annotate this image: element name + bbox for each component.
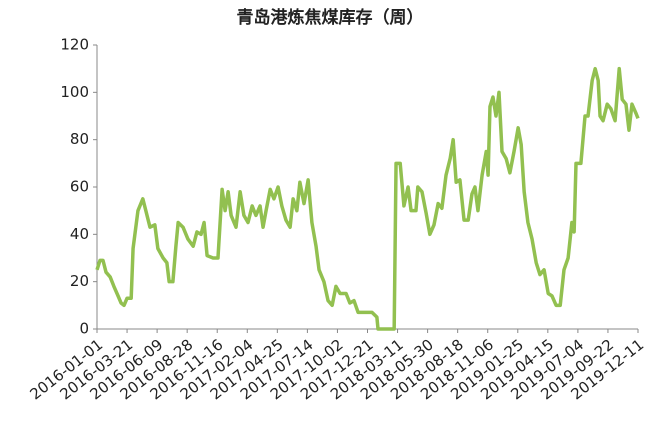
line-series (95, 66, 640, 331)
chart-title: 青岛港炼焦煤库存（周） (237, 7, 424, 28)
y-tick-label: 40 (70, 225, 89, 243)
y-tick-label: 80 (70, 130, 89, 148)
y-tick-label: 60 (70, 178, 89, 196)
y-tick-label: 100 (60, 83, 89, 101)
y-tick-label: 0 (79, 320, 89, 338)
y-tick-label: 20 (70, 272, 89, 290)
y-tick-label: 120 (60, 36, 89, 54)
